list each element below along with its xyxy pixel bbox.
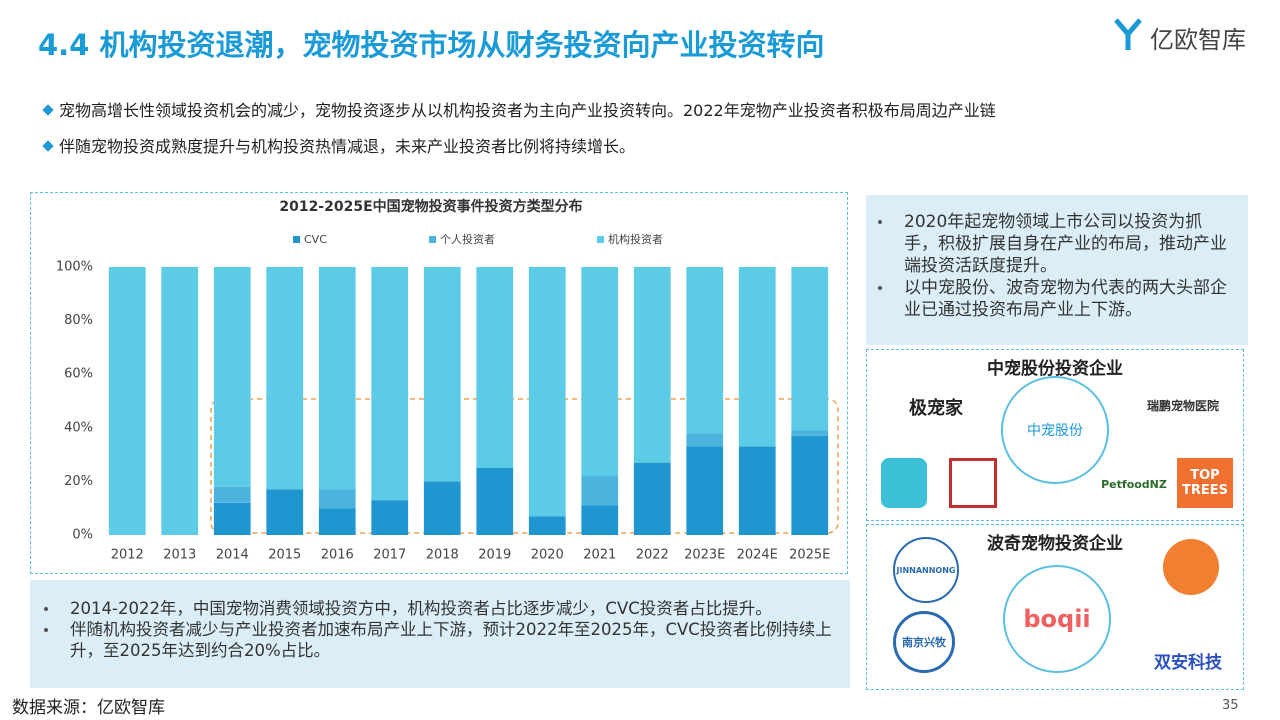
boqii-panel: 波奇宠物投资企业 boqii JINNANNONG 南京兴牧 双安科技 xyxy=(866,524,1244,690)
note: 2020年起宠物领域上市公司以投资为抓手，积极扩展自身在产业的布局，推动产业端投… xyxy=(878,211,1234,277)
legend-label: 个人投资者 xyxy=(440,232,495,246)
bar-segment xyxy=(213,486,251,503)
bar-segment xyxy=(791,430,829,436)
note: 2014-2022年，中国宠物消费领域投资方中，机构投资者占比逐步减少，CVC投… xyxy=(44,598,840,619)
chart-notes: 2014-2022年，中国宠物消费领域投资方中，机构投资者占比逐步减少，CVC投… xyxy=(30,580,850,688)
y-tick-label: 20% xyxy=(64,474,93,489)
bar-segment xyxy=(633,267,671,463)
x-tick-label: 2020 xyxy=(531,548,564,563)
bar-segment xyxy=(213,267,251,487)
slide-title: 4.4 机构投资退潮，宠物投资市场从财务投资向产业投资转向 xyxy=(38,28,825,62)
legend-label: CVC xyxy=(304,233,327,246)
bar-segment xyxy=(528,267,566,517)
bar-segment xyxy=(371,500,409,535)
brand-name: 亿欧智库 xyxy=(1150,26,1246,54)
page-number: 35 xyxy=(1222,698,1239,713)
bar-segment xyxy=(213,502,251,535)
bar-segment xyxy=(738,267,776,447)
bar-segment xyxy=(686,446,724,535)
x-tick-label: 2015 xyxy=(268,548,301,563)
legend-label: 机构投资者 xyxy=(608,232,663,246)
highlight-box xyxy=(210,398,839,534)
logo: 双安科技 xyxy=(1154,653,1222,673)
chart-title: 2012-2025E中国宠物投资事件投资方类型分布 xyxy=(279,198,582,215)
source: 数据来源：亿欧智库 xyxy=(12,698,165,718)
panel-title: 中宠股份投资企业 xyxy=(987,359,1123,379)
bar-segment xyxy=(266,267,304,490)
x-tick-label: 2018 xyxy=(426,548,459,563)
x-tick-label: 2019 xyxy=(478,548,511,563)
center-logo: boqii xyxy=(1003,565,1111,673)
y-tick-label: 100% xyxy=(56,260,93,275)
legend-swatch xyxy=(293,236,300,243)
bar-segment xyxy=(686,433,724,447)
logo-icon xyxy=(1163,539,1219,595)
side-notes: 2020年起宠物领域上市公司以投资为抓手，积极扩展自身在产业的布局，推动产业端投… xyxy=(866,195,1248,345)
x-tick-label: 2017 xyxy=(373,548,406,563)
bar-segment xyxy=(371,267,409,501)
logo: PetfoodNZ xyxy=(1101,477,1167,491)
bar-segment xyxy=(791,267,829,431)
bar-segment xyxy=(476,468,514,535)
bar-segment xyxy=(581,267,619,477)
center-logo: 中宠股份 xyxy=(1001,376,1109,484)
bar-segment xyxy=(476,267,514,468)
legend-swatch xyxy=(429,236,436,243)
logo: 瑞鹏宠物医院 xyxy=(1146,398,1219,413)
bullet: 伴随宠物投资成熟度提升与机构投资热情减退，未来产业投资者比例将持续增长。 xyxy=(40,133,635,157)
logo-icon xyxy=(949,458,997,508)
bar-segment xyxy=(423,267,461,482)
x-tick-label: 2025E xyxy=(789,548,830,563)
panel-title: 波奇宠物投资企业 xyxy=(987,534,1123,554)
bar-segment xyxy=(318,508,356,535)
zhongchong-panel: 中宠股份投资企业 中宠股份 极宠家 瑞鹏宠物医院 PetfoodNZ TOP T… xyxy=(866,349,1244,521)
bar-segment xyxy=(791,435,829,535)
y-tick-label: 60% xyxy=(64,367,93,382)
bar-segment xyxy=(266,489,304,535)
bar-segment xyxy=(738,446,776,535)
y-tick-label: 40% xyxy=(64,420,93,435)
x-tick-label: 2023E xyxy=(684,548,725,563)
x-tick-label: 2013 xyxy=(163,548,196,563)
x-tick-label: 2014 xyxy=(216,548,249,563)
bar-segment xyxy=(528,516,566,535)
bar-segment xyxy=(581,505,619,535)
x-tick-label: 2022 xyxy=(636,548,669,563)
bar-segment xyxy=(633,462,671,535)
bar-segment xyxy=(581,476,619,506)
bar-segment xyxy=(318,267,356,490)
legend-swatch xyxy=(597,236,604,243)
bar-segment xyxy=(686,267,724,434)
note: 以中宠股份、波奇宠物为代表的两大头部企业已通过投资布局产业上下游。 xyxy=(878,277,1234,321)
brand-logo xyxy=(1114,18,1142,50)
bar-segment xyxy=(161,267,199,535)
x-tick-label: 2012 xyxy=(111,548,144,563)
x-tick-label: 2016 xyxy=(321,548,354,563)
chart: 2012-2025E中国宠物投资事件投资方类型分布 0% 20% 40% 60% 80%… xyxy=(56,198,839,563)
note: 伴随机构投资者减少与产业投资者加速布局产业上下游，预计2022年至2025年，C… xyxy=(44,619,840,661)
bar-segment xyxy=(108,267,146,535)
x-tick-label: 2024E xyxy=(737,548,778,563)
logo: JINNANNONG xyxy=(893,537,959,603)
bar-segment xyxy=(423,481,461,535)
chart-frame: 2012-2025E中国宠物投资事件投资方类型分布 0% 20% 40% 60% 80%… xyxy=(30,192,848,574)
bullet: 宠物高增长性领域投资机会的减少，宠物投资逐步从以机构投资者为主向产业投资转向。2… xyxy=(40,97,996,121)
logo: 南京兴牧 xyxy=(893,611,955,673)
y-tick-label: 0% xyxy=(72,528,93,543)
bullet-text: 伴随宠物投资成熟度提升与机构投资热情减退，未来产业投资者比例将持续增长。 xyxy=(59,137,636,156)
bullet-text: 宠物高增长性领域投资机会的减少，宠物投资逐步从以机构投资者为主向产业投资转向。2… xyxy=(59,101,996,120)
x-tick-label: 2021 xyxy=(583,548,616,563)
logo: TOP TREES xyxy=(1177,458,1233,508)
y-tick-label: 80% xyxy=(64,313,93,328)
bar-segment xyxy=(318,489,356,509)
logo: 极宠家 xyxy=(909,398,963,419)
logo-icon xyxy=(881,458,927,508)
